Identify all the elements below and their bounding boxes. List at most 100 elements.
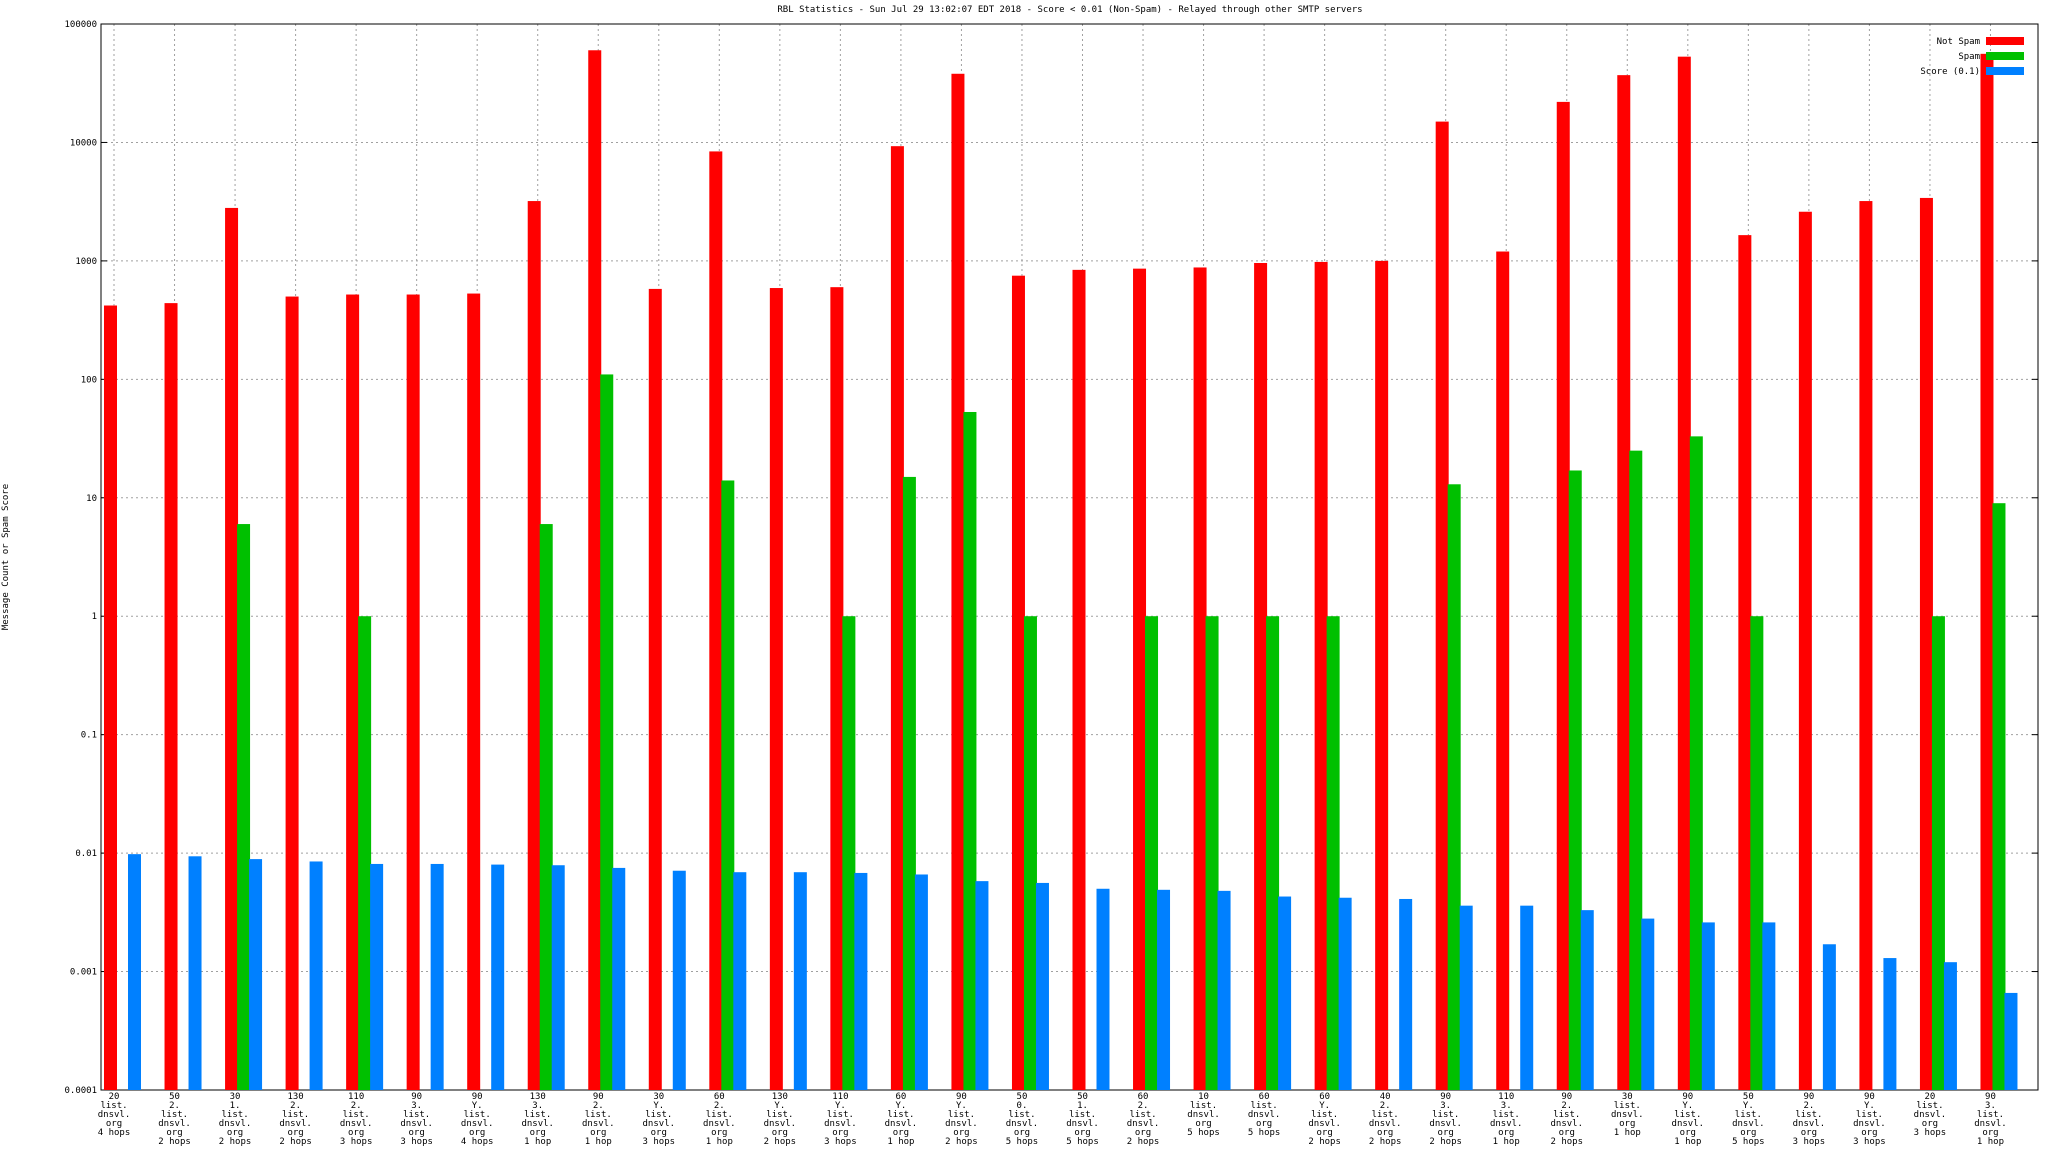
x-tick-label: 2 hops: [945, 1137, 978, 1147]
x-tick-label: org: [1438, 1128, 1454, 1138]
x-tick-label: org: [953, 1128, 969, 1138]
x-tick-label: 1.: [230, 1101, 241, 1111]
bar: [1641, 918, 1655, 1090]
x-tick-label: 110: [348, 1092, 364, 1102]
legend-swatch: [1986, 52, 2024, 60]
legend-swatch: [1986, 67, 2024, 75]
x-tick-label: list.: [464, 1110, 491, 1120]
x-tick-label: dnsvl.: [885, 1119, 918, 1129]
x-tick-label: list.: [1856, 1110, 1883, 1120]
x-tick-label: 110: [1498, 1092, 1514, 1102]
x-tick-label: 3 hops: [824, 1137, 857, 1147]
x-tick-label: org: [348, 1128, 364, 1138]
x-tick-label: list.: [222, 1110, 249, 1120]
x-tick-label: list.: [706, 1110, 733, 1120]
x-tick-label: dnsvl.: [1672, 1119, 1705, 1129]
x-tick-label: org: [1256, 1119, 1272, 1129]
x-tick-label: list.: [161, 1110, 188, 1120]
x-tick-label: 3 hops: [643, 1137, 676, 1147]
x-tick-label: dnsvl.: [1611, 1110, 1644, 1120]
x-tick-label: list.: [1553, 1110, 1580, 1120]
x-tick-label: 2 hops: [1550, 1137, 1583, 1147]
bar: [1447, 484, 1461, 1090]
x-tick-label: dnsvl.: [582, 1119, 615, 1129]
x-tick-label: 60: [895, 1092, 906, 1102]
bar: [1798, 211, 1812, 1090]
x-tick-label: 1 hop: [706, 1137, 733, 1147]
legend-label: Score (0.1): [1920, 67, 1980, 77]
x-tick-label: org: [1619, 1119, 1635, 1129]
x-tick-label: org: [1801, 1128, 1817, 1138]
x-tick-label: 1 hop: [1493, 1137, 1520, 1147]
x-tick-label: 1 hop: [1674, 1137, 1701, 1147]
x-tick-label: dnsvl.: [1974, 1119, 2007, 1129]
x-tick-label: dnsvl.: [703, 1119, 736, 1129]
bar: [491, 864, 505, 1090]
x-tick-label: 2 hops: [1308, 1137, 1341, 1147]
x-tick-label: 90: [1985, 1092, 1996, 1102]
x-tick-label: list.: [1674, 1110, 1701, 1120]
x-tick-label: list.: [645, 1110, 672, 1120]
bar: [1617, 75, 1631, 1090]
bar: [975, 881, 989, 1090]
bar: [249, 859, 263, 1090]
bar: [1375, 260, 1389, 1090]
x-tick-label: list.: [1190, 1101, 1217, 1111]
bar: [1205, 616, 1219, 1090]
x-tick-label: 60: [1319, 1092, 1330, 1102]
x-tick-label: dnsvl.: [1550, 1119, 1583, 1129]
x-tick-label: list.: [1008, 1110, 1035, 1120]
bar: [1254, 262, 1268, 1090]
x-tick-label: list.: [524, 1110, 551, 1120]
bar: [769, 288, 783, 1091]
x-tick-label: 2 hops: [279, 1137, 312, 1147]
bar: [1157, 889, 1171, 1090]
x-tick-label: dnsvl.: [279, 1119, 312, 1129]
x-tick-label: dnsvl.: [1369, 1119, 1402, 1129]
bar: [1677, 56, 1691, 1091]
legend-label: Spam: [1958, 52, 1980, 62]
x-tick-label: org: [1135, 1128, 1151, 1138]
x-tick-label: org: [106, 1119, 122, 1129]
bar: [902, 476, 916, 1090]
bar: [1435, 121, 1449, 1091]
bar: [467, 293, 481, 1090]
x-tick-label: 1 hop: [887, 1137, 914, 1147]
bar: [225, 207, 239, 1090]
bar: [1023, 616, 1037, 1090]
x-tick-label: 5 hops: [1006, 1137, 1039, 1147]
x-tick-label: list.: [887, 1110, 914, 1120]
x-tick-label: 3 hops: [340, 1137, 373, 1147]
bar: [890, 146, 904, 1090]
x-tick-label: org: [287, 1128, 303, 1138]
x-tick-label: list.: [1977, 1110, 2004, 1120]
x-tick-label: list.: [282, 1110, 309, 1120]
bar: [1556, 101, 1570, 1091]
x-tick-label: org: [469, 1128, 485, 1138]
bar: [951, 73, 965, 1091]
bar: [285, 296, 299, 1091]
x-tick-label: org: [1195, 1119, 1211, 1129]
bar: [600, 374, 614, 1090]
bar: [1980, 53, 1994, 1091]
x-tick-label: 3.: [1985, 1101, 1996, 1111]
x-tick-label: dnsvl.: [1248, 1110, 1281, 1120]
legend-swatch: [1986, 37, 2024, 45]
x-tick-label: 3 hops: [1793, 1137, 1826, 1147]
x-tick-label: dnsvl.: [1308, 1119, 1341, 1129]
x-tick-label: list.: [827, 1110, 854, 1120]
x-tick-label: dnsvl.: [1793, 1119, 1826, 1129]
bar: [793, 872, 807, 1090]
bar: [1096, 888, 1110, 1090]
bar: [104, 305, 117, 1090]
x-tick-label: org: [1074, 1128, 1090, 1138]
x-tick-label: 3 hops: [1914, 1128, 1947, 1138]
x-tick-label: 50: [1077, 1092, 1088, 1102]
legend-label: Not Spam: [1937, 37, 1980, 47]
x-tick-label: list.: [1432, 1110, 1459, 1120]
y-tick-label: 1000: [75, 257, 97, 267]
x-tick-label: 50: [1743, 1092, 1754, 1102]
x-tick-label: org: [893, 1128, 909, 1138]
x-tick-label: 110: [832, 1092, 848, 1102]
bar: [551, 865, 565, 1090]
